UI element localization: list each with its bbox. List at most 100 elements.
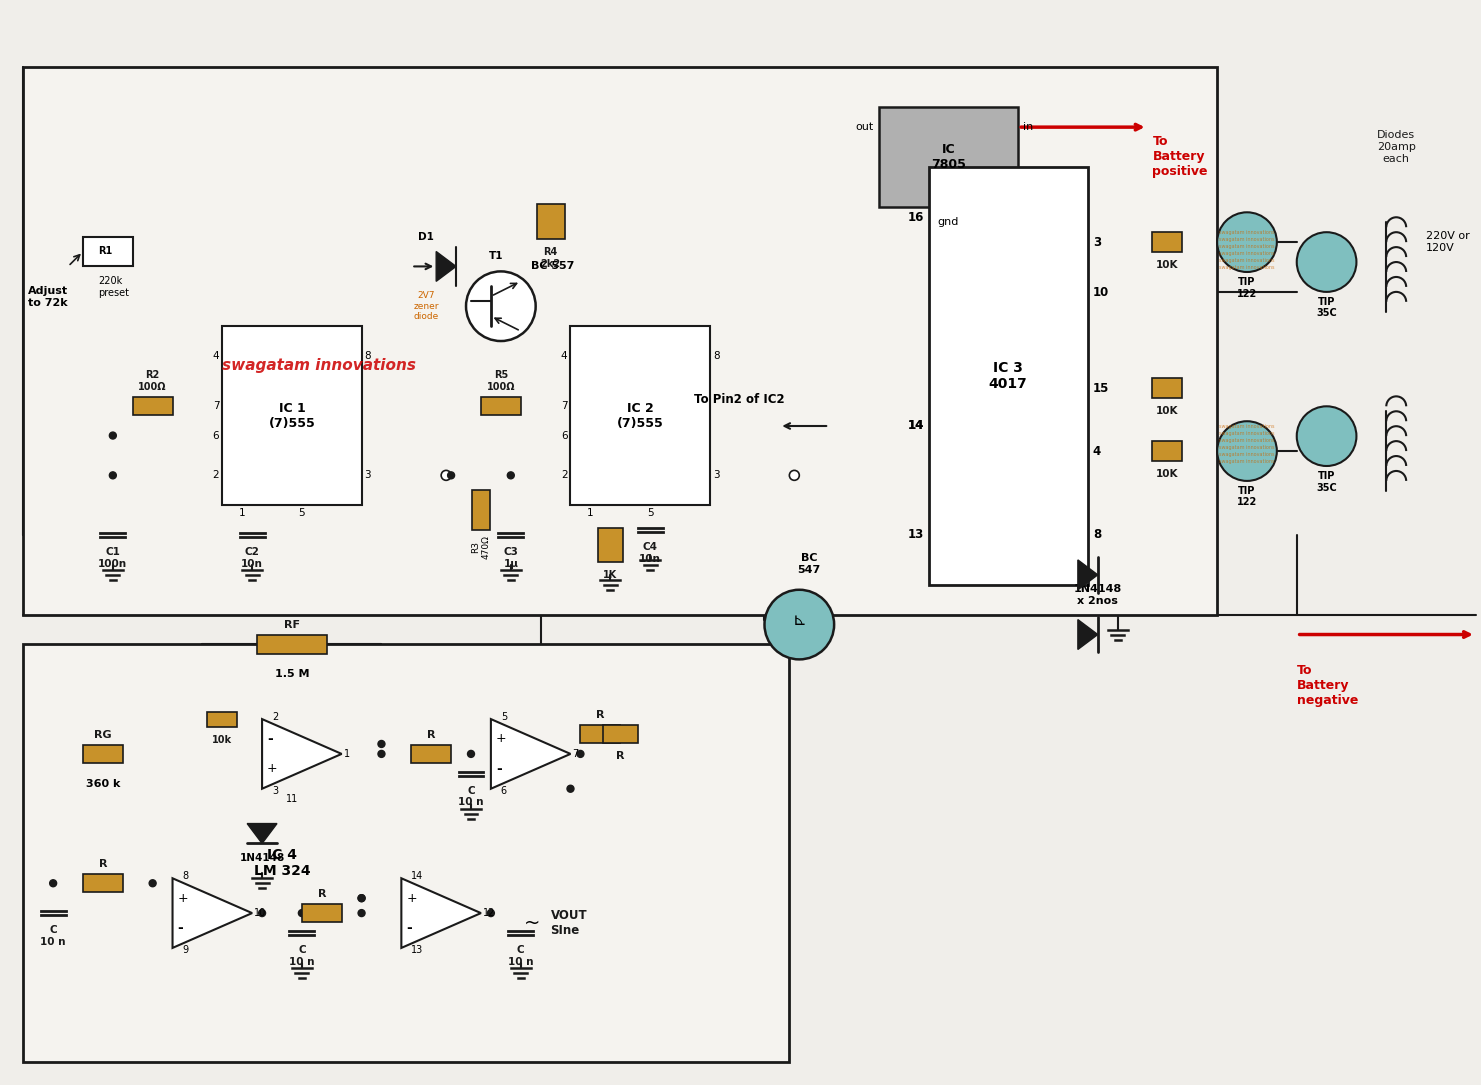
Text: swagatam innovations: swagatam innovations	[222, 358, 416, 373]
Text: 4: 4	[561, 350, 567, 361]
Text: 220V or
120V: 220V or 120V	[1426, 231, 1469, 253]
Text: swagatam innovations: swagatam innovations	[1219, 230, 1275, 234]
Text: C1
100n: C1 100n	[98, 547, 127, 569]
Text: 14: 14	[908, 420, 924, 433]
FancyBboxPatch shape	[536, 204, 564, 239]
Text: 3: 3	[273, 786, 278, 795]
Circle shape	[487, 909, 495, 917]
Text: 12: 12	[483, 908, 495, 918]
Text: 6: 6	[561, 431, 567, 441]
Circle shape	[50, 880, 56, 886]
Text: C2
10n: C2 10n	[241, 547, 264, 569]
FancyBboxPatch shape	[1152, 442, 1182, 461]
Circle shape	[1217, 421, 1277, 481]
Text: 1N4148: 1N4148	[240, 854, 284, 864]
FancyBboxPatch shape	[83, 745, 123, 763]
Text: -: -	[178, 921, 184, 935]
Text: IC 3
4017: IC 3 4017	[989, 360, 1028, 391]
Text: R: R	[427, 730, 435, 740]
Polygon shape	[401, 878, 481, 948]
Text: C4
10n: C4 10n	[640, 542, 661, 563]
Text: ~: ~	[524, 914, 541, 932]
Circle shape	[110, 432, 117, 439]
Circle shape	[447, 472, 455, 478]
Text: swagatam innovations: swagatam innovations	[1219, 244, 1275, 248]
Circle shape	[110, 472, 117, 478]
Text: 360 k: 360 k	[86, 779, 120, 789]
Text: 3: 3	[364, 470, 372, 481]
Text: R4
2k2: R4 2k2	[541, 247, 561, 269]
Text: 5: 5	[647, 508, 653, 519]
Text: R1: R1	[98, 246, 113, 256]
Text: 5: 5	[501, 712, 507, 723]
Text: 220k
preset: 220k preset	[98, 277, 129, 298]
Text: TIP
35C: TIP 35C	[1317, 297, 1337, 319]
Text: RG: RG	[95, 730, 111, 740]
Text: +: +	[496, 732, 507, 745]
Text: 10K: 10K	[1157, 469, 1179, 478]
Text: swagatam innovations: swagatam innovations	[1219, 445, 1275, 449]
Text: VOUT
SIne: VOUT SIne	[551, 909, 586, 937]
Circle shape	[150, 880, 156, 886]
Circle shape	[358, 895, 364, 902]
Text: TIP
35C: TIP 35C	[1317, 471, 1337, 493]
Text: 15: 15	[1093, 382, 1109, 395]
Text: 13: 13	[412, 945, 424, 955]
Text: swagatam innovations: swagatam innovations	[1219, 251, 1275, 256]
Text: swagatam innovations: swagatam innovations	[1219, 265, 1275, 269]
Text: +: +	[178, 892, 188, 905]
Circle shape	[358, 895, 364, 902]
Text: C
10 n: C 10 n	[40, 926, 65, 946]
Polygon shape	[247, 824, 277, 843]
FancyBboxPatch shape	[302, 904, 342, 922]
FancyBboxPatch shape	[598, 527, 622, 562]
FancyBboxPatch shape	[24, 67, 1217, 614]
Text: 6: 6	[213, 431, 219, 441]
Text: 7: 7	[213, 400, 219, 411]
Circle shape	[378, 740, 385, 748]
Text: 3: 3	[1093, 235, 1100, 248]
FancyBboxPatch shape	[472, 490, 490, 531]
FancyBboxPatch shape	[207, 712, 237, 727]
Text: IC 1
(7)555: IC 1 (7)555	[268, 401, 315, 430]
FancyBboxPatch shape	[83, 875, 123, 892]
Text: -: -	[496, 762, 502, 776]
Polygon shape	[490, 719, 570, 789]
Text: 2: 2	[561, 470, 567, 481]
Text: 10K: 10K	[1157, 260, 1179, 270]
Text: 1: 1	[586, 508, 594, 519]
FancyBboxPatch shape	[412, 745, 452, 763]
Text: IC 4
LM 324: IC 4 LM 324	[253, 848, 311, 879]
Text: swagatam innovations: swagatam innovations	[1219, 431, 1275, 436]
Text: 14: 14	[412, 871, 424, 881]
Text: To
Battery
negative: To Battery negative	[1297, 664, 1358, 707]
Text: To
Battery
positive: To Battery positive	[1152, 136, 1208, 179]
Text: +: +	[267, 763, 277, 776]
Text: -: -	[406, 921, 412, 935]
Text: 3: 3	[712, 470, 720, 481]
Text: 9: 9	[182, 945, 188, 955]
Text: 1: 1	[238, 508, 246, 519]
Text: 11: 11	[286, 794, 298, 804]
Text: 2V7
zener
diode: 2V7 zener diode	[413, 291, 438, 321]
Text: Diodes
20amp
each: Diodes 20amp each	[1377, 130, 1416, 164]
Text: 7: 7	[561, 400, 567, 411]
Text: D1: D1	[418, 231, 434, 242]
Text: 1.5 M: 1.5 M	[274, 669, 310, 679]
Text: 8: 8	[364, 350, 372, 361]
Text: C3
1µ: C3 1µ	[504, 547, 518, 569]
FancyBboxPatch shape	[24, 644, 789, 1062]
Circle shape	[1297, 406, 1357, 465]
FancyBboxPatch shape	[878, 107, 1017, 207]
Text: R: R	[616, 751, 625, 761]
Text: 1: 1	[344, 749, 350, 758]
Polygon shape	[437, 252, 456, 281]
Text: C
10 n: C 10 n	[458, 786, 484, 807]
Text: BC 557: BC 557	[530, 261, 575, 271]
Text: R: R	[317, 890, 326, 899]
Text: swagatam innovations: swagatam innovations	[1219, 437, 1275, 443]
Text: 10K: 10K	[1157, 406, 1179, 417]
Polygon shape	[262, 719, 342, 789]
Polygon shape	[1078, 560, 1097, 590]
FancyBboxPatch shape	[481, 397, 521, 414]
